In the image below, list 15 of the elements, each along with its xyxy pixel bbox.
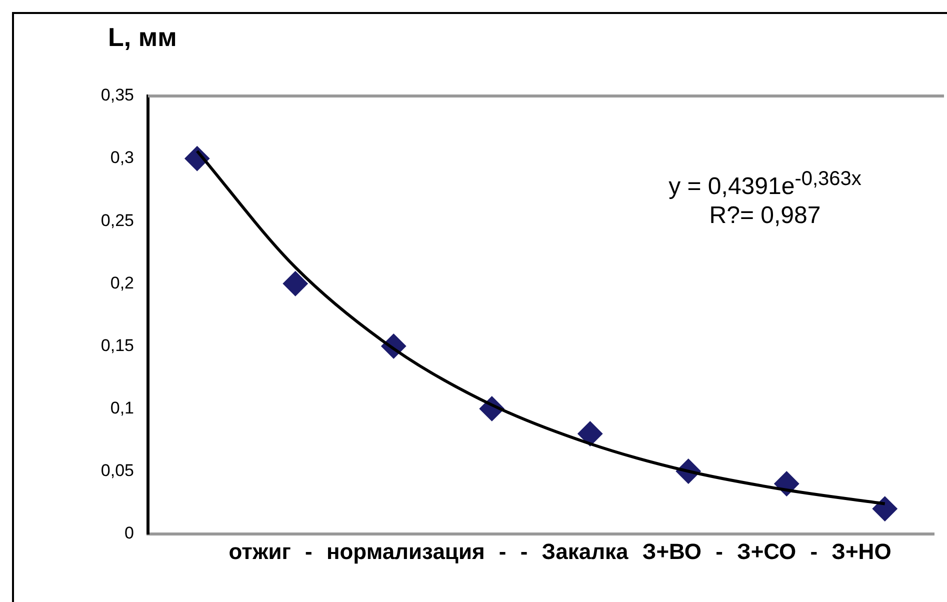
y-tick-label: 0,25 (100, 210, 134, 230)
point (578, 421, 603, 446)
annotation: R?= 0,987 (708, 202, 822, 230)
point (872, 496, 898, 522)
annotation: y = 0,4391e$^{-0,363x}$ (668, 168, 862, 201)
y-tick-label: 0,2 (110, 273, 134, 292)
y-tick-label: 0,35 (100, 86, 134, 105)
y-tick-label: 0,15 (100, 336, 134, 355)
x-axis-title: отжиг - нормализация - - Закалка З+ВО - З+СО - З+НО (228, 538, 892, 566)
y-tick-label: 0,1 (110, 398, 134, 418)
y-tick-label: 0 (124, 523, 134, 542)
y-axis-title: L, мм (108, 22, 177, 53)
point (282, 271, 308, 296)
y-tick-label: 0,3 (110, 148, 134, 168)
y-tick-label: 0,05 (100, 460, 134, 480)
